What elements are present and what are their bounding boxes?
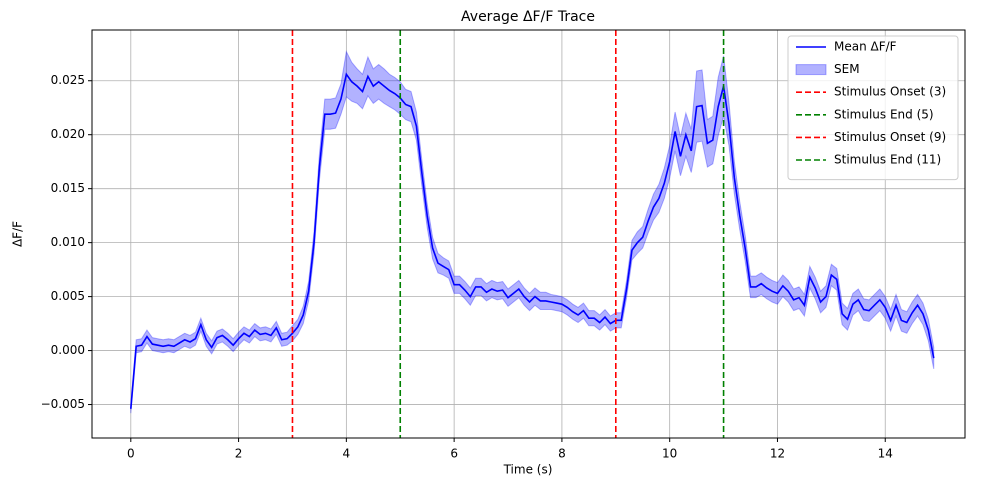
x-tick-label: 0 [127, 447, 135, 461]
legend-swatch [795, 64, 827, 76]
plot-frame [91, 29, 966, 439]
y-tick-label: 0.010 [51, 235, 85, 249]
mean-line [130, 72, 935, 409]
x-tick-label: 14 [878, 447, 893, 461]
sem-band [130, 49, 935, 414]
legend-label: Stimulus End (5) [834, 107, 934, 121]
legend-label: Mean ΔF/F [834, 40, 897, 54]
legend-label: Stimulus Onset (9) [834, 130, 946, 144]
y-axis-label: ΔF/F [11, 221, 25, 247]
y-tick-label: 0.000 [51, 343, 85, 357]
y-tick-label: 0.005 [51, 289, 85, 303]
legend-label: Stimulus End (11) [834, 153, 941, 167]
y-tick-label: 0.025 [51, 73, 85, 87]
y-tick-label: 0.020 [51, 127, 85, 141]
x-axis-label: Time (s) [503, 463, 553, 477]
x-tick-label: 6 [450, 447, 458, 461]
legend-label: SEM [834, 62, 860, 76]
x-tick-label: 12 [770, 447, 785, 461]
y-tick-label: 0.015 [51, 181, 85, 195]
x-tick-label: 8 [558, 447, 566, 461]
chart-title: Average ΔF/F Trace [461, 9, 595, 25]
y-tick-label: −0.005 [41, 397, 85, 411]
legend-label: Stimulus Onset (3) [834, 85, 946, 99]
legend-box [787, 35, 959, 181]
x-tick-label: 4 [343, 447, 351, 461]
x-tick-label: 2 [235, 447, 243, 461]
x-tick-label: 10 [662, 447, 677, 461]
